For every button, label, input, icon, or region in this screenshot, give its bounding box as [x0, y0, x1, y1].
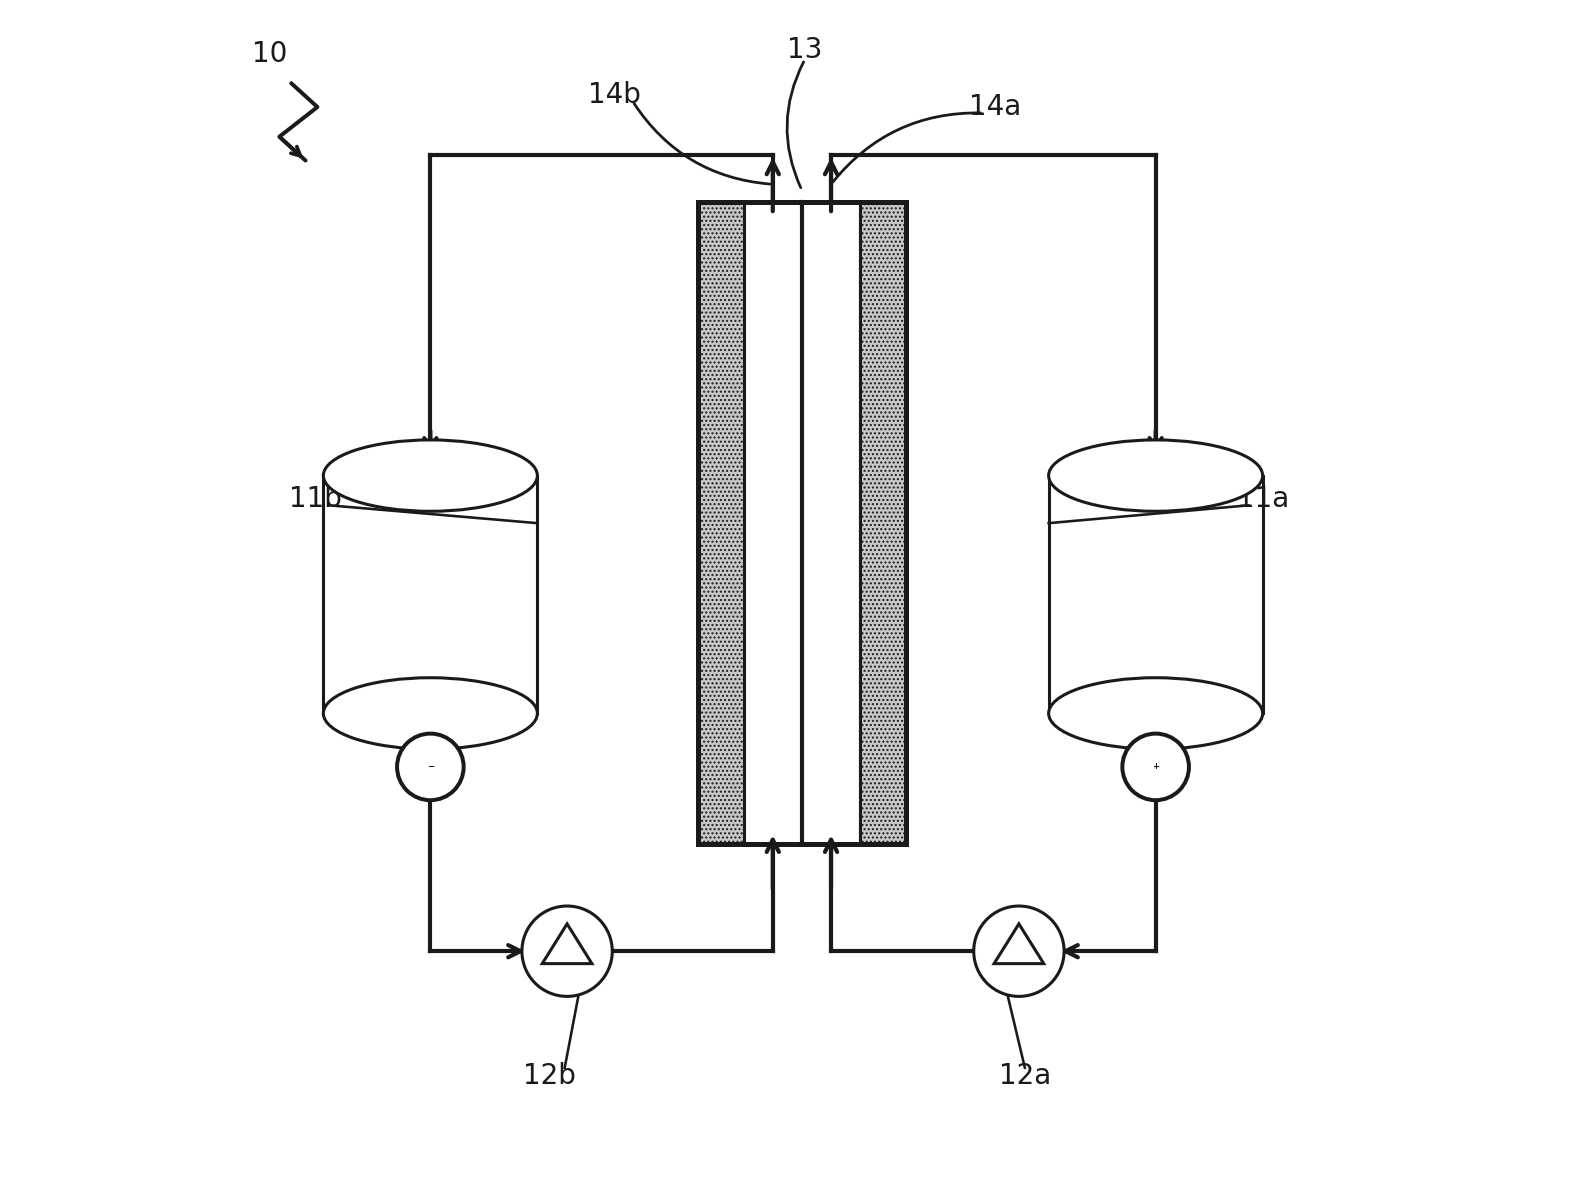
Text: 11b: 11b — [289, 485, 341, 514]
Text: −: − — [427, 762, 435, 772]
Circle shape — [974, 906, 1064, 996]
Ellipse shape — [1048, 678, 1262, 749]
Circle shape — [396, 734, 463, 800]
Circle shape — [522, 906, 612, 996]
Text: 13: 13 — [787, 36, 823, 64]
Circle shape — [1123, 734, 1190, 800]
Bar — [698, 202, 906, 844]
Text: 14b: 14b — [588, 81, 641, 109]
Text: 12a: 12a — [999, 1062, 1052, 1090]
Ellipse shape — [324, 678, 538, 749]
Text: 10: 10 — [252, 39, 287, 68]
Bar — [698, 202, 744, 844]
Text: 12b: 12b — [523, 1062, 576, 1090]
Ellipse shape — [1048, 440, 1262, 511]
Text: 14a: 14a — [969, 93, 1021, 121]
Bar — [860, 202, 906, 844]
Ellipse shape — [324, 440, 538, 511]
Text: +: + — [1151, 762, 1159, 772]
Text: 11a: 11a — [1237, 485, 1289, 514]
